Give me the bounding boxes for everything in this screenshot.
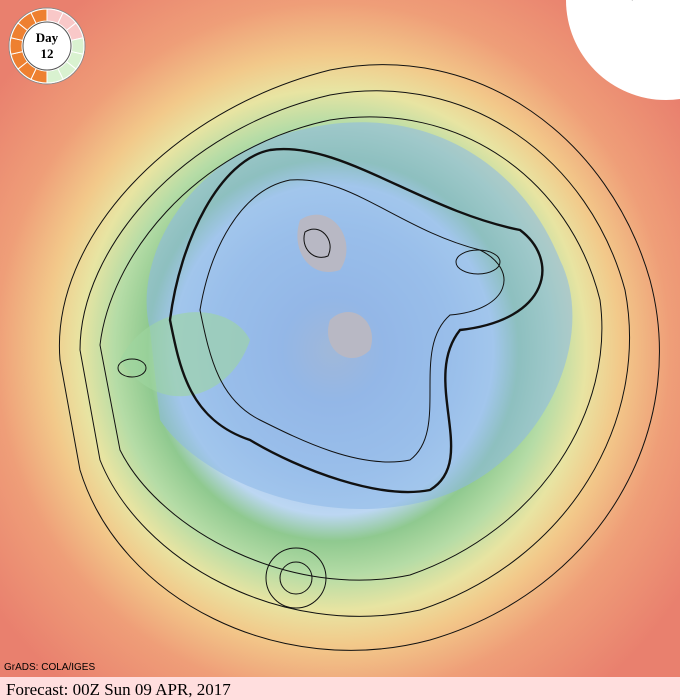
credit: GrADS: COLA/IGES — [4, 662, 95, 673]
contour-line — [117, 358, 147, 378]
footer-text: Forecast: 00Z Sun 09 APR, 2017 — [6, 680, 231, 699]
green-region — [120, 312, 250, 397]
legend-disc — [566, 0, 680, 100]
color-legend: -4-8-12-16-20-24-28-32-36-40-44 — [566, 0, 680, 100]
contour-line — [58, 64, 660, 651]
badge-center — [22, 21, 72, 71]
day-number: 12 — [41, 46, 54, 61]
contour-line — [168, 147, 544, 494]
contour-line — [303, 228, 331, 258]
footer-bar — [0, 677, 680, 700]
contour-line — [279, 561, 313, 595]
contour-line — [199, 179, 505, 463]
contour-line — [99, 116, 603, 581]
day-label: Day — [36, 30, 59, 45]
legend-label: -4 — [625, 0, 635, 3]
contour-line — [455, 249, 501, 275]
contour-line — [79, 90, 630, 617]
badge-segment — [30, 8, 48, 25]
coldest-core — [328, 311, 372, 359]
contour-line — [265, 547, 327, 609]
contours — [58, 64, 660, 651]
coldest-core — [297, 214, 347, 272]
